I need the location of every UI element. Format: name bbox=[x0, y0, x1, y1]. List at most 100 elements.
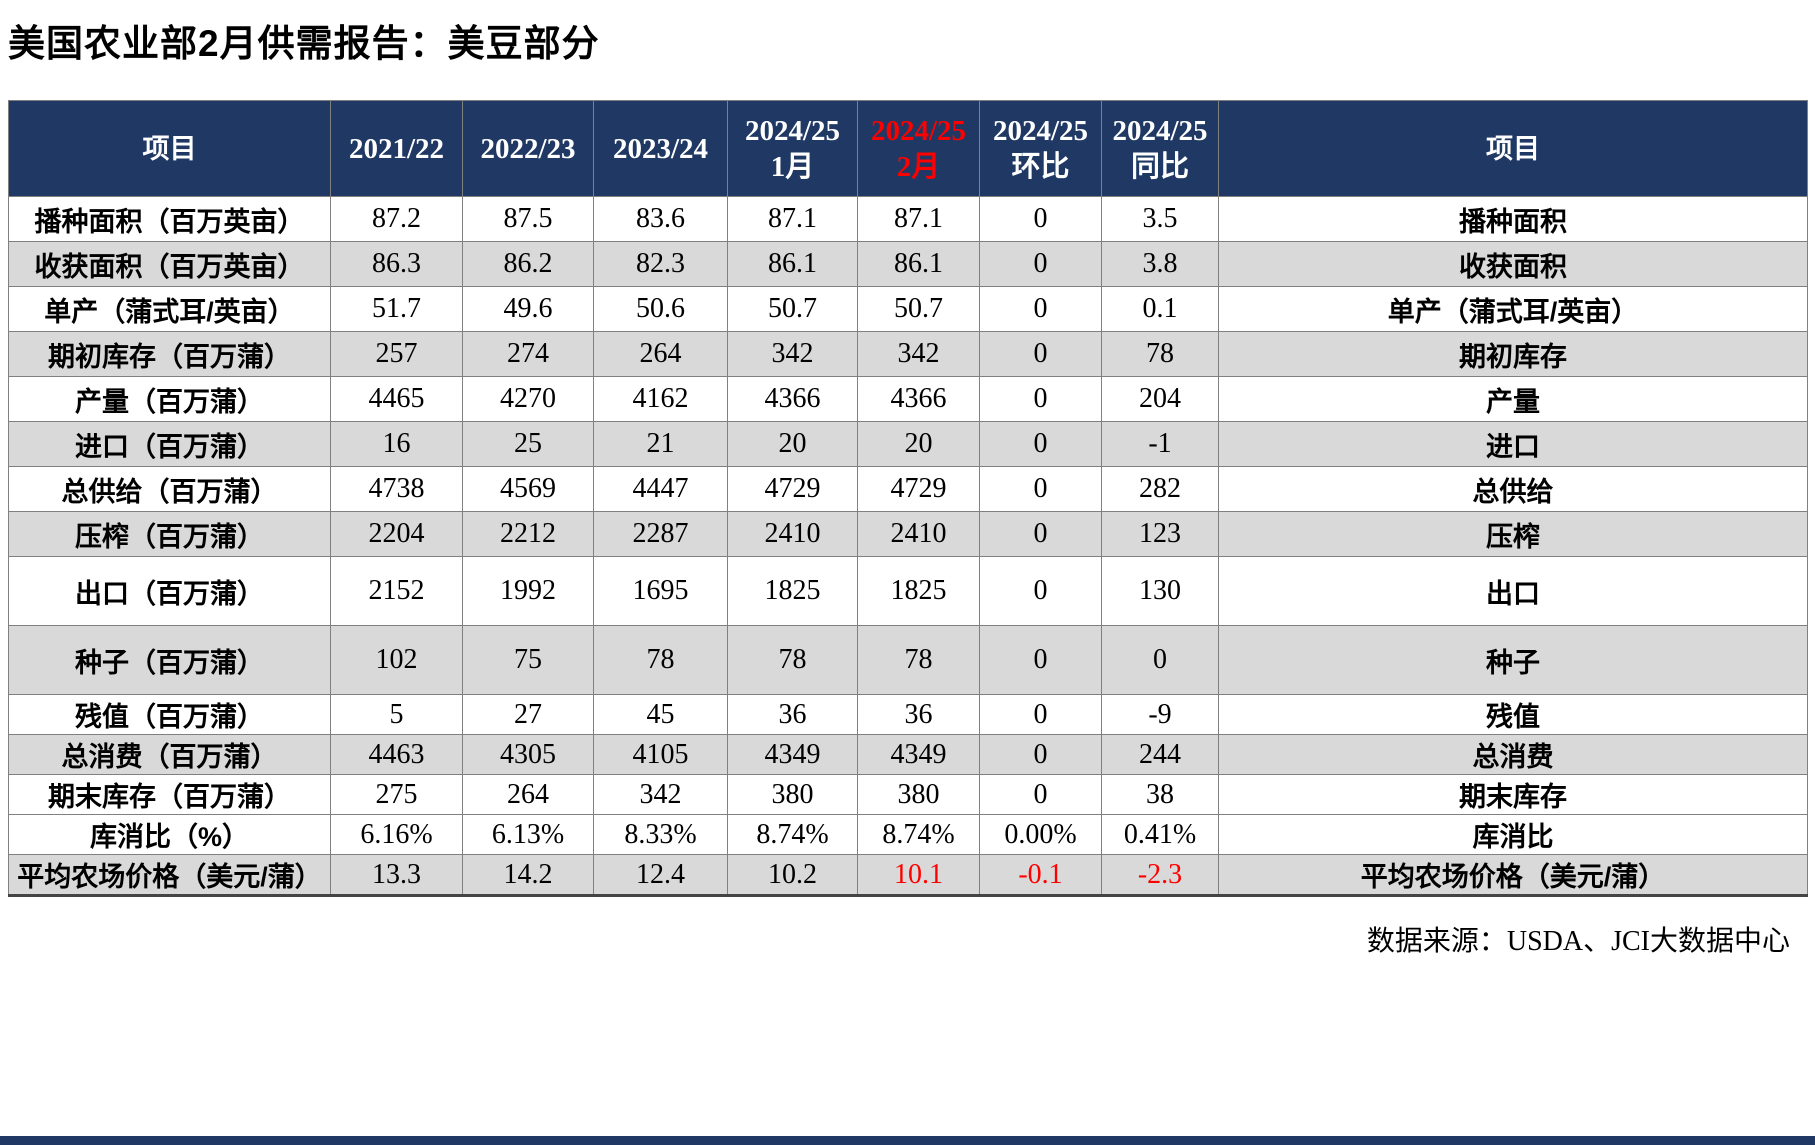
item-label-right: 总供给 bbox=[1218, 466, 1808, 512]
table-row: 种子（百万蒲） 102 75 78 78 78 0 0 种子 bbox=[8, 625, 1808, 695]
item-label-right: 单产（蒲式耳/英亩） bbox=[1218, 286, 1808, 332]
page-title: 美国农业部2月供需报告：美豆部分 bbox=[8, 23, 600, 64]
item-label-left: 总供给（百万蒲） bbox=[8, 466, 331, 512]
value-cell: 244 bbox=[1101, 734, 1219, 775]
value-cell: 51.7 bbox=[330, 286, 463, 332]
value-cell: 0 bbox=[979, 556, 1102, 626]
header-row: 项目 2021/22 2022/23 2023/24 2024/25 1月 202… bbox=[8, 100, 1808, 197]
table-row: 残值（百万蒲） 5 27 45 36 36 0 -9 残值 bbox=[8, 694, 1808, 735]
table-row: 播种面积（百万英亩） 87.2 87.5 83.6 87.1 87.1 0 3.… bbox=[8, 196, 1808, 242]
value-cell: 5 bbox=[330, 694, 463, 735]
value-cell: 0 bbox=[979, 241, 1102, 287]
value-cell: 20 bbox=[727, 421, 858, 467]
value-cell: 86.1 bbox=[857, 241, 980, 287]
col-header-2022-23: 2022/23 bbox=[462, 100, 594, 197]
value-cell: 6.16% bbox=[330, 814, 463, 855]
value-cell: 4447 bbox=[593, 466, 728, 512]
col-header-2024-25-yoy: 2024/25 同比 bbox=[1101, 100, 1219, 197]
value-cell: -2.3 bbox=[1101, 854, 1219, 897]
value-cell: 21 bbox=[593, 421, 728, 467]
value-cell: 4463 bbox=[330, 734, 463, 775]
value-cell: 87.1 bbox=[857, 196, 980, 242]
value-cell: 38 bbox=[1101, 774, 1219, 815]
value-cell: 16 bbox=[330, 421, 463, 467]
value-cell: 264 bbox=[593, 331, 728, 377]
value-cell: 0 bbox=[1101, 625, 1219, 695]
table-row: 产量（百万蒲） 4465 4270 4162 4366 4366 0 204 产… bbox=[8, 376, 1808, 422]
value-cell: 0 bbox=[979, 286, 1102, 332]
bottom-accent-bar bbox=[0, 1136, 1815, 1145]
col-header-2024-25-mom: 2024/25 环比 bbox=[979, 100, 1102, 197]
value-cell: 27 bbox=[462, 694, 594, 735]
table-row: 期末库存（百万蒲） 275 264 342 380 380 0 38 期末库存 bbox=[8, 774, 1808, 815]
value-cell: 342 bbox=[593, 774, 728, 815]
value-cell: 10.2 bbox=[727, 854, 858, 897]
item-label-left: 平均农场价格（美元/蒲） bbox=[8, 854, 331, 897]
value-cell: 0 bbox=[979, 196, 1102, 242]
value-cell: 204 bbox=[1101, 376, 1219, 422]
table-row: 收获面积（百万英亩） 86.3 86.2 82.3 86.1 86.1 0 3.… bbox=[8, 241, 1808, 287]
item-label-left: 出口（百万蒲） bbox=[8, 556, 331, 626]
value-cell: 4349 bbox=[727, 734, 858, 775]
value-cell: 86.1 bbox=[727, 241, 858, 287]
value-cell: 264 bbox=[462, 774, 594, 815]
item-label-left: 期末库存（百万蒲） bbox=[8, 774, 331, 815]
item-label-right: 播种面积 bbox=[1218, 196, 1808, 242]
value-cell: 0 bbox=[979, 331, 1102, 377]
value-cell: 78 bbox=[1101, 331, 1219, 377]
value-cell: 342 bbox=[857, 331, 980, 377]
table-row: 期初库存（百万蒲） 257 274 264 342 342 0 78 期初库存 bbox=[8, 331, 1808, 377]
value-cell: 14.2 bbox=[462, 854, 594, 897]
value-cell: 3.8 bbox=[1101, 241, 1219, 287]
value-cell: 36 bbox=[857, 694, 980, 735]
col-header-2021-22: 2021/22 bbox=[330, 100, 463, 197]
item-label-right: 压榨 bbox=[1218, 511, 1808, 557]
value-cell: 0 bbox=[979, 734, 1102, 775]
value-cell: 2212 bbox=[462, 511, 594, 557]
value-cell: 4569 bbox=[462, 466, 594, 512]
item-label-left: 压榨（百万蒲） bbox=[8, 511, 331, 557]
value-cell: 1825 bbox=[727, 556, 858, 626]
value-cell: -1 bbox=[1101, 421, 1219, 467]
value-cell: 10.1 bbox=[857, 854, 980, 897]
value-cell: 36 bbox=[727, 694, 858, 735]
value-cell: 49.6 bbox=[462, 286, 594, 332]
value-cell: 4162 bbox=[593, 376, 728, 422]
table-row: 进口（百万蒲） 16 25 21 20 20 0 -1 进口 bbox=[8, 421, 1808, 467]
item-label-right: 平均农场价格（美元/蒲） bbox=[1218, 854, 1808, 897]
item-label-right: 残值 bbox=[1218, 694, 1808, 735]
value-cell: 86.2 bbox=[462, 241, 594, 287]
item-label-right: 库消比 bbox=[1218, 814, 1808, 855]
value-cell: 86.3 bbox=[330, 241, 463, 287]
col-header-2024-25-jan: 2024/25 1月 bbox=[727, 100, 858, 197]
value-cell: 130 bbox=[1101, 556, 1219, 626]
value-cell: 78 bbox=[857, 625, 980, 695]
item-label-left: 单产（蒲式耳/英亩） bbox=[8, 286, 331, 332]
item-label-left: 播种面积（百万英亩） bbox=[8, 196, 331, 242]
item-label-left: 收获面积（百万英亩） bbox=[8, 241, 331, 287]
value-cell: -9 bbox=[1101, 694, 1219, 735]
value-cell: 342 bbox=[727, 331, 858, 377]
table-row: 平均农场价格（美元/蒲） 13.3 14.2 12.4 10.2 10.1 -0… bbox=[8, 854, 1808, 897]
value-cell: 75 bbox=[462, 625, 594, 695]
item-label-left: 期初库存（百万蒲） bbox=[8, 331, 331, 377]
value-cell: 0 bbox=[979, 625, 1102, 695]
value-cell: 257 bbox=[330, 331, 463, 377]
value-cell: 13.3 bbox=[330, 854, 463, 897]
col-header-2024-25-feb: 2024/25 2月 bbox=[857, 100, 980, 197]
data-source-note: 数据来源：USDA、JCI大数据中心 bbox=[1366, 926, 1790, 957]
value-cell: 123 bbox=[1101, 511, 1219, 557]
col-header-2023-24: 2023/24 bbox=[593, 100, 728, 197]
value-cell: 102 bbox=[330, 625, 463, 695]
value-cell: 45 bbox=[593, 694, 728, 735]
value-cell: 4305 bbox=[462, 734, 594, 775]
value-cell: 2152 bbox=[330, 556, 463, 626]
value-cell: 1825 bbox=[857, 556, 980, 626]
value-cell: 8.33% bbox=[593, 814, 728, 855]
value-cell: 380 bbox=[727, 774, 858, 815]
col-header-item-right: 项目 bbox=[1218, 100, 1808, 197]
item-label-left: 种子（百万蒲） bbox=[8, 625, 331, 695]
item-label-right: 进口 bbox=[1218, 421, 1808, 467]
value-cell: 8.74% bbox=[727, 814, 858, 855]
value-cell: 0 bbox=[979, 421, 1102, 467]
